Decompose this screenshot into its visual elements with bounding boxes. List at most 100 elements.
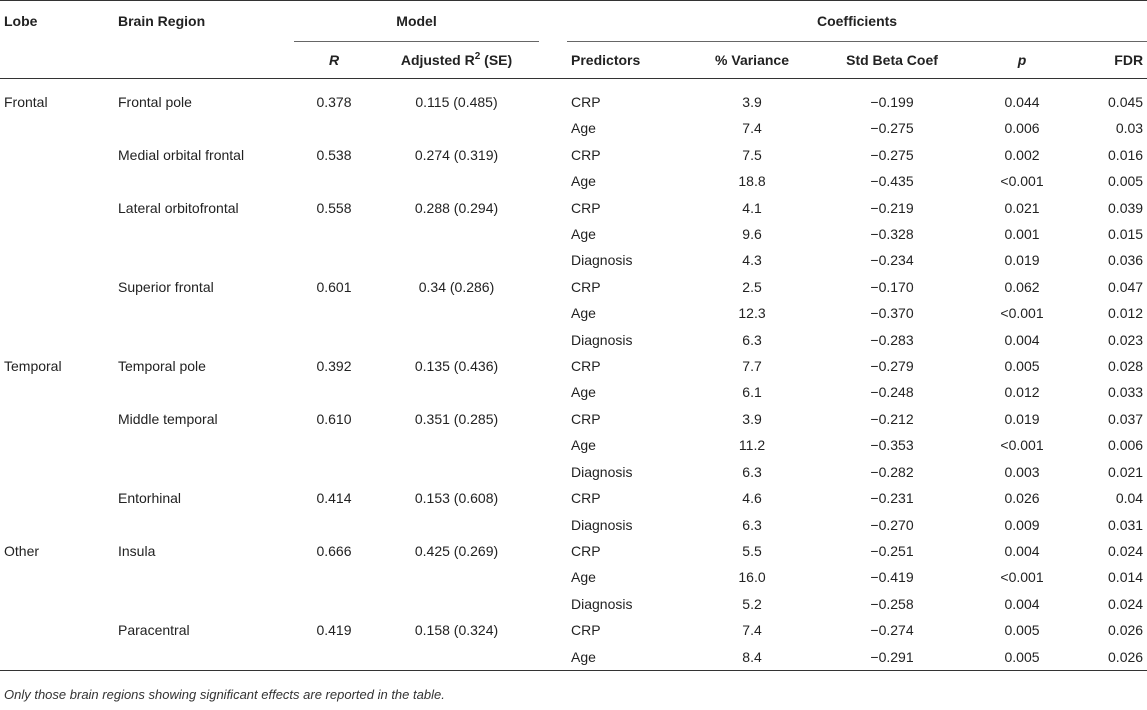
cell-std-beta: −0.353 (870, 437, 914, 454)
cell-lobe (0, 485, 114, 511)
cell-adjusted-r2 (374, 221, 539, 247)
cell-fdr: 0.036 (1108, 252, 1144, 269)
cell-std-beta: −0.370 (870, 305, 914, 322)
cell-std-beta: −0.435 (870, 173, 914, 190)
col-header-brain-region: Brain Region (114, 0, 294, 42)
cell-pct-variance: 16.0 (738, 569, 766, 586)
cell-brain-region: Insula (118, 542, 156, 559)
cell-r: 0.419 (316, 622, 352, 639)
cell-predictor: CRP (571, 622, 601, 639)
cell-predictor: Diagnosis (571, 252, 633, 269)
cell-pct-variance: 12.3 (738, 305, 766, 322)
cell-pct-variance: 2.5 (742, 278, 762, 295)
cell-brain-region (114, 221, 294, 247)
cell-std-beta: −0.234 (870, 252, 914, 269)
cell-fdr: 0.016 (1108, 146, 1144, 163)
cell-fdr: 0.037 (1108, 410, 1144, 427)
cell-pct-variance: 7.4 (742, 622, 762, 639)
cell-fdr: 0.006 (1108, 437, 1144, 454)
cell-p: <0.001 (1000, 437, 1044, 454)
cell-r (294, 432, 374, 458)
cell-adjusted-r2: 0.115 (0.485) (415, 94, 498, 110)
cell-fdr: 0.021 (1108, 463, 1144, 480)
cell-brain-region (114, 459, 294, 485)
cell-pct-variance: 4.3 (742, 252, 762, 269)
cell-predictor: Age (571, 120, 596, 137)
table-body: Frontal Frontal pole 0.378 0.115 (0.485) CRP… (0, 79, 1147, 671)
cell-lobe (0, 432, 114, 458)
cell-pct-variance: 4.6 (742, 490, 762, 507)
cell-std-beta: −0.270 (870, 516, 914, 533)
table-row: Diagnosis 6.3 −0.270 0.009 0.031 (0, 512, 1147, 538)
cell-predictor: Age (571, 384, 596, 401)
cell-p: 0.001 (1004, 226, 1040, 243)
table-footnote: Only those brain regions showing signifi… (4, 687, 445, 702)
table-row: Lateral orbitofrontal 0.558 0.288 (0.294) C… (0, 195, 1147, 221)
cell-p: 0.019 (1004, 252, 1040, 269)
cell-brain-region: Temporal pole (118, 358, 206, 375)
cell-lobe (0, 115, 114, 141)
cell-pct-variance: 7.5 (742, 146, 762, 163)
cell-fdr: 0.026 (1077, 643, 1147, 671)
col-header-predictors: Predictors (567, 41, 688, 79)
cell-std-beta: −0.291 (817, 643, 968, 671)
col-header-model: Model (294, 0, 540, 42)
cell-r (294, 459, 374, 485)
table-row: Age 8.4 −0.291 0.005 0.026 (0, 643, 1147, 671)
cell-fdr: 0.026 (1108, 622, 1144, 639)
cell-p: 0.012 (1004, 384, 1040, 401)
cell-fdr: 0.031 (1108, 516, 1144, 533)
cell-predictor: Diagnosis (571, 595, 633, 612)
cell-predictor: Age (571, 305, 596, 322)
table-row: Diagnosis 4.3 −0.234 0.019 0.036 (0, 247, 1147, 273)
col-header-coefficients: Coefficients (567, 0, 1147, 42)
cell-fdr: 0.015 (1108, 226, 1144, 243)
cell-std-beta: −0.248 (870, 384, 914, 401)
cell-predictor: CRP (571, 94, 601, 110)
adjusted-r2-se-label: (SE) (480, 52, 513, 68)
cell-p: 0.005 (1004, 358, 1040, 375)
cell-pct-variance: 9.6 (742, 226, 762, 243)
cell-fdr: 0.005 (1108, 173, 1144, 190)
table-row: Medial orbital frontal 0.538 0.274 (0.319)… (0, 142, 1147, 168)
table-row: Temporal Temporal pole 0.392 0.135 (0.436) C… (0, 353, 1147, 379)
col-header-std-beta: Std Beta Coef (817, 41, 968, 79)
cell-p: 0.004 (1004, 542, 1040, 559)
cell-adjusted-r2 (374, 564, 539, 590)
cell-pct-variance: 5.5 (742, 542, 762, 559)
cell-p: 0.003 (1004, 463, 1040, 480)
cell-brain-region (114, 564, 294, 590)
cell-r (294, 564, 374, 590)
regression-table: Lobe Brain Region Model Coefficients R A… (0, 0, 1147, 671)
cell-pct-variance: 5.2 (742, 595, 762, 612)
cell-lobe (0, 274, 114, 300)
cell-p: 0.005 (967, 643, 1078, 671)
cell-r (294, 115, 374, 141)
cell-adjusted-r2 (374, 247, 539, 273)
cell-pct-variance: 7.4 (742, 120, 762, 137)
cell-std-beta: −0.275 (870, 146, 914, 163)
cell-fdr: 0.045 (1108, 94, 1144, 110)
cell-std-beta: −0.282 (870, 463, 914, 480)
cell-adjusted-r2: 0.34 (0.286) (418, 278, 495, 295)
cell-fdr: 0.012 (1108, 305, 1144, 322)
header-row-1: Lobe Brain Region Model Coefficients (0, 0, 1147, 42)
cell-r: 0.538 (316, 146, 352, 163)
cell-lobe (0, 512, 114, 538)
cell-pct-variance: 8.4 (687, 643, 818, 671)
cell-brain-region: Lateral orbitofrontal (118, 199, 239, 216)
header-row-2: R Adjusted R2 (SE) Predictors % Variance… (0, 41, 1147, 79)
cell-fdr: 0.024 (1108, 595, 1144, 612)
cell-fdr: 0.04 (1115, 490, 1144, 507)
table-row: Diagnosis 6.3 −0.283 0.004 0.023 (0, 327, 1147, 353)
cell-pct-variance: 4.1 (742, 199, 762, 216)
cell-brain-region (114, 591, 294, 617)
cell-pct-variance: 6.3 (742, 516, 762, 533)
cell-fdr: 0.023 (1108, 331, 1144, 348)
cell-r: 0.392 (316, 358, 352, 375)
cell-brain-region: Frontal pole (118, 94, 192, 110)
table-row: Age 18.8 −0.435 <0.001 0.005 (0, 168, 1147, 194)
adjusted-r2-label: Adjusted R (400, 52, 475, 68)
cell-lobe (0, 300, 114, 326)
cell-fdr: 0.047 (1108, 278, 1144, 295)
